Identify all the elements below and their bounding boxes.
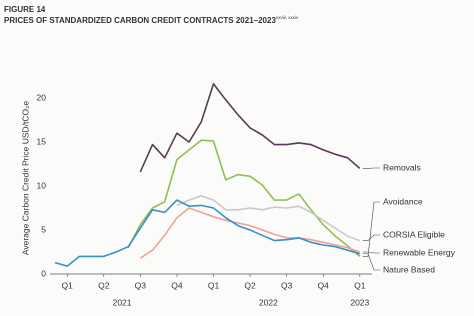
x-tick-label: Q1: [208, 280, 220, 290]
x-tick-label: Q4: [318, 280, 330, 290]
series-line: [139, 83, 361, 173]
year-label: 2022: [259, 297, 278, 307]
legend-label: Renewable Energy: [383, 247, 456, 257]
legend-label: CORSIA Eligible: [383, 229, 445, 239]
x-tick-label: Q3: [135, 280, 147, 290]
series-line: [54, 199, 361, 267]
y-tick-label: 20: [37, 92, 47, 102]
legend-leader: [362, 234, 380, 241]
legend-label: Nature Based: [383, 264, 435, 274]
x-tick-label: Q3: [281, 280, 293, 290]
legend-leader: [362, 253, 380, 271]
x-tick-label: Q1: [62, 280, 74, 290]
series-line: [176, 194, 361, 242]
legend-leader: [362, 201, 380, 257]
series-line: [127, 139, 361, 258]
y-tick-label: 0: [41, 268, 46, 278]
series-line: [139, 207, 361, 259]
year-label: 2023: [350, 297, 369, 307]
y-tick-label: 10: [37, 180, 47, 190]
x-tick-label: Q2: [244, 280, 256, 290]
chart-title: PRICES OF STANDARDIZED CARBON CREDIT CON…: [4, 16, 276, 25]
legend-leader: [362, 251, 380, 254]
legend-label: Removals: [383, 162, 421, 172]
x-tick-label: Q2: [98, 280, 110, 290]
x-tick-label: Q1: [354, 280, 366, 290]
year-label: 2021: [113, 297, 132, 307]
y-tick-label: 5: [41, 224, 46, 234]
x-tick-label: Q4: [171, 280, 183, 290]
figure-label: FIGURE 14: [4, 5, 46, 14]
y-tick-label: 15: [37, 136, 47, 146]
legend-label: Avoidance: [383, 196, 423, 206]
y-axis-label: Average Carbon Credit Price USD/tCO₂e: [20, 101, 30, 256]
title-superscript: xxviii, xxxiv: [276, 15, 299, 20]
